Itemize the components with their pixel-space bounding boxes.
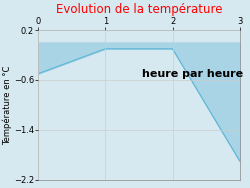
Y-axis label: Température en °C: Température en °C (3, 65, 12, 145)
Title: Evolution de la température: Evolution de la température (56, 3, 222, 16)
Text: heure par heure: heure par heure (142, 69, 244, 79)
